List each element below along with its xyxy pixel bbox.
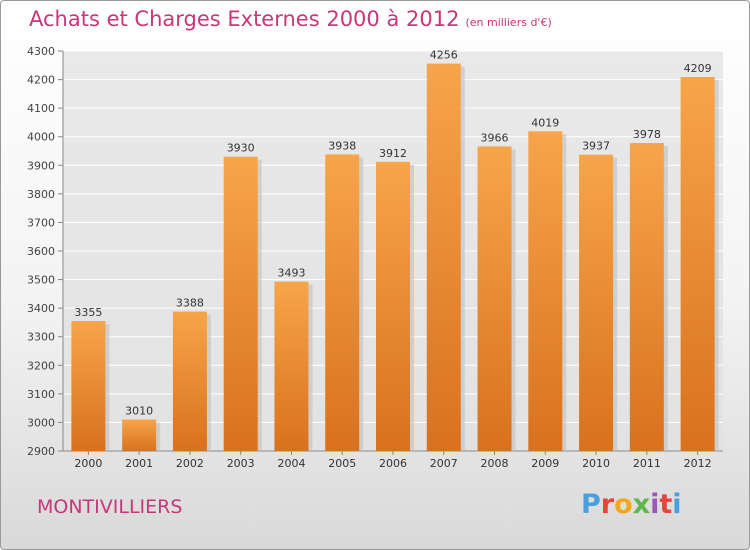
x-tick-label: 2007: [430, 457, 458, 470]
bar-value-label: 3493: [277, 267, 305, 280]
bar: [325, 154, 360, 451]
bar-value-label: 3966: [481, 131, 509, 144]
logo-letter: x: [632, 489, 651, 520]
bar-value-label: 3978: [633, 128, 661, 141]
x-tick-label: 2004: [277, 457, 305, 470]
y-tick-label: 3600: [27, 245, 55, 258]
y-tick-label: 3200: [27, 359, 55, 372]
bar: [629, 143, 664, 451]
bar: [579, 154, 614, 451]
y-tick-label: 3700: [27, 216, 55, 229]
y-tick-label: 3300: [27, 331, 55, 344]
bar: [172, 311, 207, 451]
bar: [528, 131, 563, 452]
logo-letter: o: [614, 489, 633, 520]
x-tick-label: 2011: [633, 457, 661, 470]
y-tick-label: 4100: [27, 102, 55, 115]
y-tick-label: 3000: [27, 416, 55, 429]
x-tick-label: 2010: [582, 457, 610, 470]
x-tick-label: 2008: [481, 457, 509, 470]
x-tick-label: 2000: [74, 457, 102, 470]
bar: [71, 321, 106, 451]
bar-value-label: 4019: [531, 116, 559, 129]
bar-value-label: 3930: [227, 142, 255, 155]
y-tick-label: 4000: [27, 131, 55, 144]
bar-value-label: 3937: [582, 140, 610, 153]
bar: [223, 156, 258, 451]
bar-layer: [71, 63, 719, 452]
y-tick-label: 3100: [27, 388, 55, 401]
logo-letter: P: [581, 489, 601, 520]
bar-value-label: 4209: [684, 62, 712, 75]
bar-value-label: 3938: [328, 139, 356, 152]
logo-letter: t: [659, 489, 673, 520]
bar-value-label: 4256: [430, 49, 458, 62]
chart-title: Achats et Charges Externes 2000 à 2012 (e…: [29, 7, 552, 31]
y-tick-label: 3400: [27, 302, 55, 315]
x-tick-label: 2002: [176, 457, 204, 470]
bar-value-label: 3355: [74, 306, 102, 319]
bar: [376, 161, 410, 451]
y-tick-label: 4300: [27, 45, 55, 58]
bar: [680, 77, 715, 451]
x-tick-label: 2005: [328, 457, 356, 470]
chart-subtitle: (en milliers d'€): [465, 16, 552, 29]
y-tick-label: 3900: [27, 159, 55, 172]
proxiti-logo[interactable]: Proxiti: [581, 489, 682, 520]
y-tick-label: 3800: [27, 188, 55, 201]
bar: [122, 419, 157, 451]
bar: [426, 63, 461, 451]
logo-letter: i: [672, 489, 682, 520]
logo-letter: r: [600, 489, 615, 520]
x-tick-label: 2012: [684, 457, 712, 470]
bar-value-label: 3388: [176, 297, 204, 310]
city-name: MONTIVILLIERS: [37, 496, 183, 518]
y-tick-label: 3500: [27, 274, 55, 287]
logo-letter: i: [650, 489, 660, 520]
x-tick-label: 2009: [531, 457, 559, 470]
label-layer: 2900 3000 3100 3200 3300 3400 3500 3600 3700 3800…: [27, 45, 712, 470]
bar-value-label: 3912: [379, 147, 407, 160]
y-tick-label: 2900: [27, 445, 55, 458]
x-tick-label: 2003: [227, 457, 255, 470]
bar: [274, 281, 309, 451]
x-tick-label: 2006: [379, 457, 407, 470]
bar: [477, 146, 512, 451]
bar-value-label: 3010: [125, 405, 153, 418]
y-tick-label: 4200: [27, 74, 55, 87]
x-tick-label: 2001: [125, 457, 153, 470]
